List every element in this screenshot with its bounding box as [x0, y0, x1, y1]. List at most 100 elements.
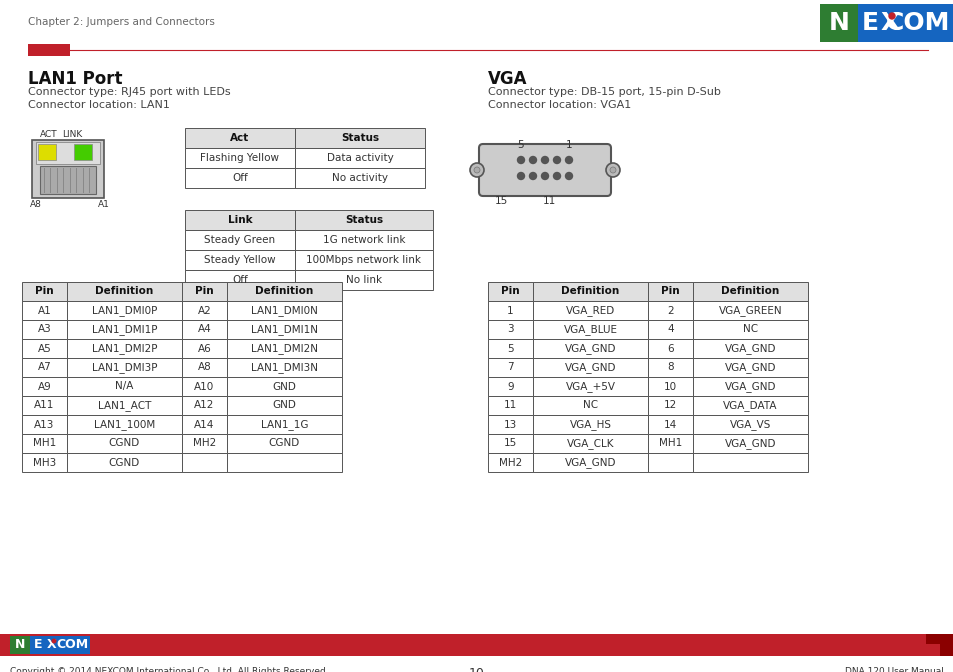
Bar: [692, 339, 807, 358]
Circle shape: [52, 639, 55, 643]
Text: 6: 6: [666, 343, 673, 353]
Bar: [533, 415, 647, 434]
Text: LAN1_DMI0P: LAN1_DMI0P: [91, 305, 157, 316]
Text: Connector location: LAN1: Connector location: LAN1: [28, 100, 170, 110]
Text: No link: No link: [346, 275, 381, 285]
Text: LAN1_DMI2P: LAN1_DMI2P: [91, 343, 157, 354]
Bar: [22, 434, 67, 453]
Text: 13: 13: [503, 419, 517, 429]
Text: LAN1_ACT: LAN1_ACT: [98, 400, 151, 411]
Text: Definition: Definition: [560, 286, 619, 296]
Bar: [185, 148, 294, 168]
Text: LAN1_1G: LAN1_1G: [260, 419, 308, 430]
Bar: [0, 634, 953, 656]
Circle shape: [517, 157, 524, 163]
Bar: [227, 377, 341, 396]
Bar: [692, 320, 807, 339]
Text: LAN1_DMI1N: LAN1_DMI1N: [251, 324, 317, 335]
Text: LAN1_DMI3N: LAN1_DMI3N: [251, 362, 317, 373]
Text: Off: Off: [232, 275, 248, 285]
Text: A1: A1: [98, 200, 110, 209]
Bar: [488, 415, 533, 434]
Bar: [647, 396, 692, 415]
Text: LAN1 Port: LAN1 Port: [28, 70, 122, 88]
Text: 12: 12: [663, 401, 677, 411]
Text: X: X: [880, 11, 899, 35]
Bar: [692, 453, 807, 472]
Bar: [182, 320, 227, 339]
Text: LAN1_DMI2N: LAN1_DMI2N: [251, 343, 317, 354]
Bar: [692, 301, 807, 320]
Bar: [857, 4, 953, 42]
Text: MH2: MH2: [193, 439, 216, 448]
Text: MH1: MH1: [32, 439, 56, 448]
Text: VGA_GND: VGA_GND: [724, 362, 776, 373]
Bar: [647, 453, 692, 472]
Text: A9: A9: [37, 382, 51, 392]
Text: Chapter 2: Jumpers and Connectors: Chapter 2: Jumpers and Connectors: [28, 17, 214, 27]
Text: VGA_CLK: VGA_CLK: [566, 438, 614, 449]
Bar: [647, 301, 692, 320]
Bar: [185, 270, 294, 290]
Text: 10: 10: [469, 667, 484, 672]
Bar: [10, 636, 30, 654]
Text: CGND: CGND: [269, 439, 300, 448]
Text: Pin: Pin: [500, 286, 519, 296]
Text: A13: A13: [34, 419, 54, 429]
Bar: [67, 396, 182, 415]
Bar: [185, 250, 294, 270]
Text: Act: Act: [230, 133, 250, 143]
Text: VGA_GND: VGA_GND: [724, 381, 776, 392]
Text: 10: 10: [663, 382, 677, 392]
Text: 1: 1: [507, 306, 514, 315]
Bar: [533, 434, 647, 453]
Text: NC: NC: [582, 401, 598, 411]
Text: GND: GND: [273, 401, 296, 411]
Text: A6: A6: [197, 343, 212, 353]
Bar: [227, 415, 341, 434]
Text: A3: A3: [37, 325, 51, 335]
Text: A11: A11: [34, 401, 54, 411]
Bar: [227, 301, 341, 320]
Circle shape: [517, 173, 524, 179]
Text: X: X: [47, 638, 57, 651]
Text: VGA_GND: VGA_GND: [564, 362, 616, 373]
Text: A8: A8: [197, 362, 212, 372]
Circle shape: [888, 13, 894, 19]
Circle shape: [541, 157, 548, 163]
Text: Link: Link: [228, 215, 252, 225]
Text: VGA_+5V: VGA_+5V: [565, 381, 615, 392]
Bar: [227, 358, 341, 377]
Bar: [67, 377, 182, 396]
Circle shape: [529, 173, 536, 179]
Bar: [692, 358, 807, 377]
Text: Definition: Definition: [95, 286, 153, 296]
Bar: [692, 434, 807, 453]
Bar: [185, 210, 294, 230]
Bar: [488, 453, 533, 472]
Text: VGA_RED: VGA_RED: [565, 305, 615, 316]
Bar: [32, 140, 104, 198]
Bar: [30, 636, 90, 654]
Text: N: N: [828, 11, 848, 35]
Bar: [692, 377, 807, 396]
FancyBboxPatch shape: [478, 144, 610, 196]
Text: CGND: CGND: [109, 439, 140, 448]
Text: A2: A2: [197, 306, 212, 315]
Bar: [488, 434, 533, 453]
Bar: [182, 434, 227, 453]
Text: E: E: [33, 638, 42, 651]
Bar: [533, 453, 647, 472]
Bar: [67, 358, 182, 377]
Bar: [182, 358, 227, 377]
Text: Steady Yellow: Steady Yellow: [204, 255, 275, 265]
Text: ACT: ACT: [40, 130, 57, 139]
Bar: [533, 320, 647, 339]
Bar: [692, 282, 807, 301]
Text: A8: A8: [30, 200, 42, 209]
Bar: [647, 320, 692, 339]
Text: VGA_GND: VGA_GND: [564, 457, 616, 468]
Text: 1G network link: 1G network link: [322, 235, 405, 245]
Text: VGA_GND: VGA_GND: [724, 343, 776, 354]
Circle shape: [541, 173, 548, 179]
